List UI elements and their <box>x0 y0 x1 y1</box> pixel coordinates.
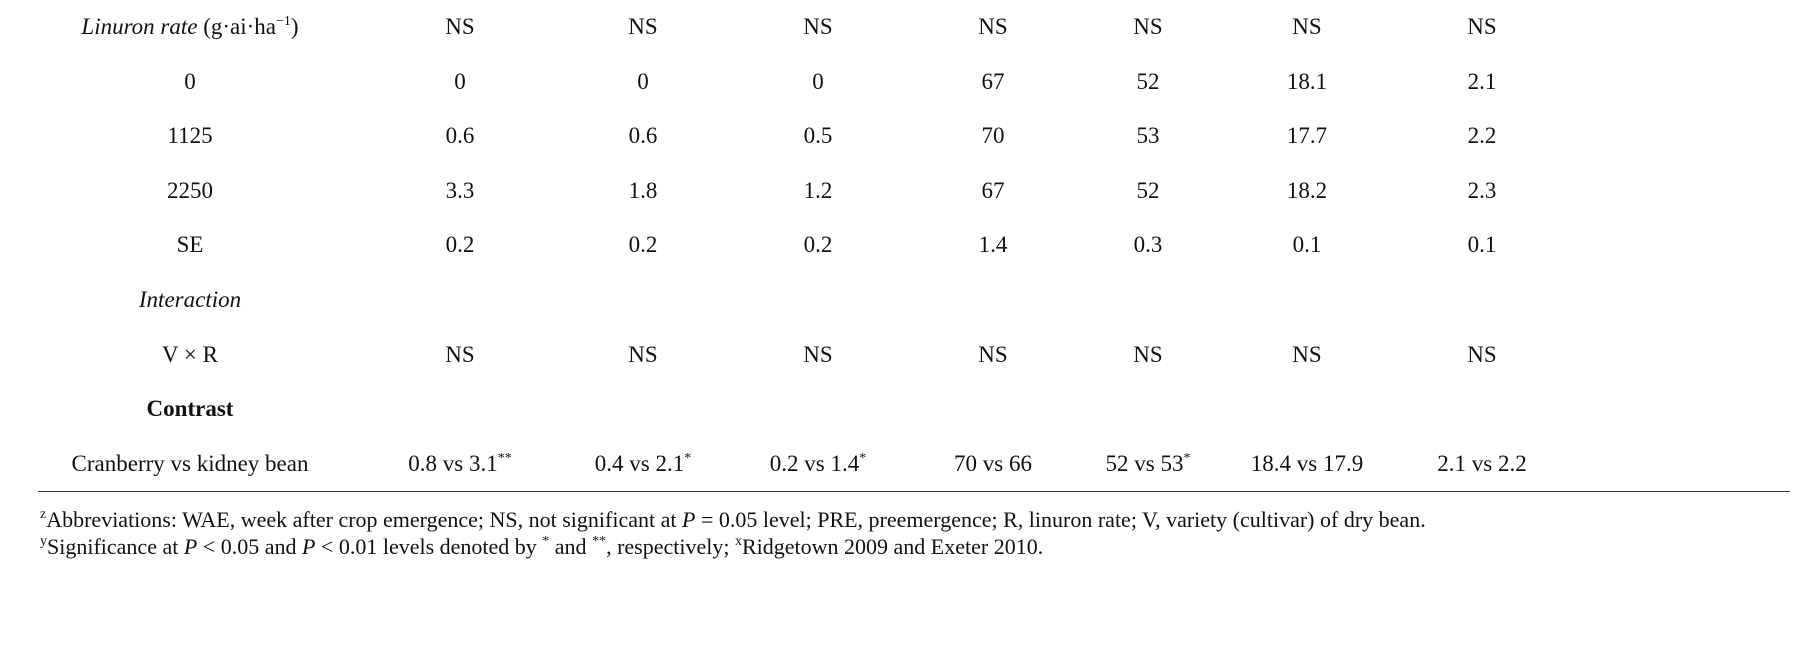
table-cell: NS <box>1292 14 1322 39</box>
label-part: (g·ai·ha <box>197 14 277 39</box>
table-cell: 0.2 <box>803 232 833 258</box>
table-cell: 52 <box>1136 177 1160 203</box>
footnote-text: Abbreviations: WAE, week after crop emer… <box>46 507 682 532</box>
table-cell: 0.5 <box>803 123 833 149</box>
table-cell: NS <box>803 341 833 367</box>
significance-mark: * <box>859 450 867 466</box>
table-cell: NS <box>1133 14 1163 39</box>
table-cell: 0.2 <box>445 232 475 258</box>
table-cell: 0.1 <box>1292 232 1322 258</box>
cell-text: 52 vs 53 <box>1105 450 1184 476</box>
footnote-mark: y <box>40 534 47 549</box>
row-label: Cranberry vs kidney bean <box>71 450 309 476</box>
footnote-text: P <box>183 534 198 559</box>
label-part: −1 <box>276 14 291 29</box>
table-cell: 67 <box>981 177 1005 203</box>
footnote-mark: x <box>734 534 742 549</box>
table-cell: 52 vs 53* <box>1106 451 1191 477</box>
table-cell: 2.1 <box>1467 68 1497 94</box>
table-cell: 0 <box>812 68 824 94</box>
footnote: zAbbreviations: WAE, week after crop eme… <box>40 507 1426 533</box>
label-part: ) <box>290 14 299 39</box>
row-label: 0 <box>184 68 196 94</box>
significance-mark: ** <box>497 450 512 466</box>
table-cell: 0.6 <box>445 123 475 149</box>
table-cell: 67 <box>981 68 1005 94</box>
table-cell: 0.2 <box>628 232 658 258</box>
cell-text: 0.8 vs 3.1 <box>408 450 498 476</box>
table-cell: 1.4 <box>978 232 1008 258</box>
row-label: 1125 <box>167 123 213 149</box>
table-cell: 0.1 <box>1467 232 1497 258</box>
table-cell: NS <box>978 341 1008 367</box>
row-label: Linuron rate (g·ai·ha−1) <box>81 14 298 40</box>
table-cell: 0.6 <box>628 123 658 149</box>
cell-text: 0.4 vs 2.1 <box>594 450 685 476</box>
table-cell: 0.3 <box>1133 232 1163 258</box>
row-label: 2250 <box>167 177 213 203</box>
table-cell: 18.2 <box>1286 177 1328 203</box>
table-cell: NS <box>803 14 833 39</box>
table-cell: NS <box>1133 341 1163 367</box>
table-cell: NS <box>1292 341 1322 367</box>
table-cell: 53 <box>1136 123 1160 149</box>
footnote-mark: z <box>40 507 47 522</box>
row-label: Contrast <box>146 396 234 422</box>
table-cell: 17.7 <box>1286 123 1328 149</box>
label-part: Linuron rate <box>81 14 198 39</box>
table-cell: NS <box>1467 341 1497 367</box>
footnote-text: , respectively; <box>606 534 735 559</box>
footnote-text: P <box>301 534 316 559</box>
table-cell: 70 <box>981 123 1005 149</box>
table-cell: 0.8 vs 3.1** <box>408 451 511 477</box>
table-cell: 0.4 vs 2.1* <box>595 451 691 477</box>
table-cell: NS <box>628 341 658 367</box>
significance-mark: * <box>684 450 692 466</box>
footnote-text: P <box>681 507 696 532</box>
footnote: ySignificance at P < 0.05 and P < 0.01 l… <box>40 534 1043 560</box>
table-cell: 0.2 vs 1.4* <box>770 451 866 477</box>
table-cell: NS <box>445 341 475 367</box>
footnote-text: Ridgetown 2009 and Exeter 2010. <box>741 534 1044 559</box>
table-cell: NS <box>445 14 475 39</box>
table-cell: 18.4 vs 17.9 <box>1250 450 1364 476</box>
row-label: V × R <box>161 341 219 367</box>
table-cell: NS <box>628 14 658 39</box>
row-label: Interaction <box>138 287 242 312</box>
rule <box>38 491 1790 492</box>
table-cell: 1.2 <box>803 177 833 203</box>
row-label: SE <box>176 232 204 258</box>
table-cell: 70 vs 66 <box>954 450 1032 476</box>
table-cell: NS <box>978 14 1008 39</box>
footnote-mark: ** <box>592 534 607 549</box>
footnote-text: and <box>549 534 593 559</box>
footnote-text: < 0.05 and <box>197 534 302 559</box>
table-cell: 0 <box>637 68 649 94</box>
table-cell: 52 <box>1136 68 1160 94</box>
footnote-text: = 0.05 level; PRE, preemergence; R, linu… <box>695 507 1426 532</box>
footnote-text: < 0.01 levels denoted by <box>315 534 543 559</box>
table-cell: 3.3 <box>445 177 475 203</box>
table-cell: 2.3 <box>1467 177 1497 203</box>
table-cell: 1.8 <box>628 177 658 203</box>
footnote-text: Significance at <box>47 534 184 559</box>
table-cell: 0 <box>454 68 466 94</box>
footnote-mark: * <box>542 534 550 549</box>
cell-text: 0.2 vs 1.4 <box>769 450 860 476</box>
table-cell: 2.1 vs 2.2 <box>1437 450 1527 476</box>
table-cell: 2.2 <box>1467 123 1497 149</box>
significance-mark: * <box>1183 450 1191 466</box>
table-cell: 18.1 <box>1286 68 1328 94</box>
table-cell: NS <box>1467 14 1497 39</box>
